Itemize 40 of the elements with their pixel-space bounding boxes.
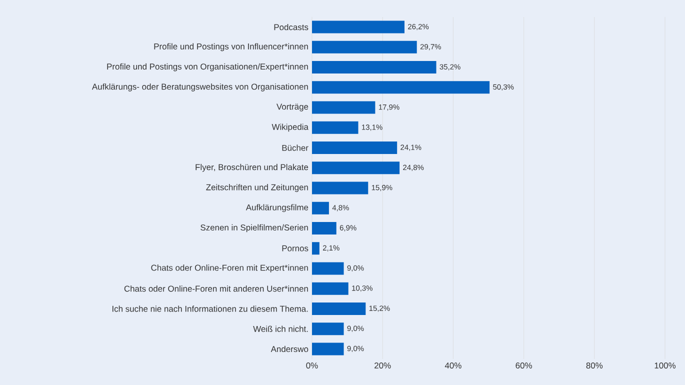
bar [312,182,368,194]
x-tick-label: 40% [444,362,462,369]
y-tick-label: Wikipedia [272,124,308,132]
y-tick-label: Podcasts [274,24,308,30]
y-tick-label: Chats oder Online-Foren mit anderen User*innen [124,285,308,292]
y-tick-label: Zeitschriften und Zeitungen [206,184,308,192]
bar [312,202,329,214]
y-tick-label: Profile und Postings von Influencer*innen [154,43,308,52]
x-tick-label: 80% [586,362,603,369]
y-tick-label: Aufklärungs- oder Beratungswebsites von Organisationen [92,83,308,92]
bar [312,20,404,34]
bar [312,222,336,234]
y-tick-label: Bücher [282,144,308,151]
y-tick-label: Weiß ich nicht. [253,326,308,332]
y-tick-label: Vorträge [276,104,308,112]
y-tick-label: Profile und Postings von Organisationen/Expert*innen [107,63,308,72]
y-tick-label: Ich suche nie nach Informationen zu diesem Thema. [112,306,308,312]
x-tick-label: 100% [654,362,676,369]
bar [312,121,358,134]
bar [312,302,366,315]
y-tick-label: Chats oder Online-Foren mit Expert*innen [151,264,308,272]
x-tick-label: 60% [516,362,532,369]
bar [312,262,344,275]
y-tick-label: Flyer, Broschüren und Plakate [196,164,308,172]
y-tick-label: Szenen in Spielfilmen/Serien [200,224,308,232]
y-tick-label: Aufklärungsfilme [246,204,308,212]
bar [312,322,344,336]
bar [312,242,320,255]
bar [312,40,417,54]
y-tick-label: Pornos [282,245,308,252]
bar [312,282,348,295]
x-tick-label: 20% [374,362,391,369]
bar [312,342,344,356]
y-tick-label: Anderswo [270,346,308,352]
bar [312,101,376,114]
bar [312,142,398,154]
bar [312,61,436,74]
bar [312,162,400,174]
bar [312,81,490,94]
x-tick-label: 0% [306,362,318,369]
